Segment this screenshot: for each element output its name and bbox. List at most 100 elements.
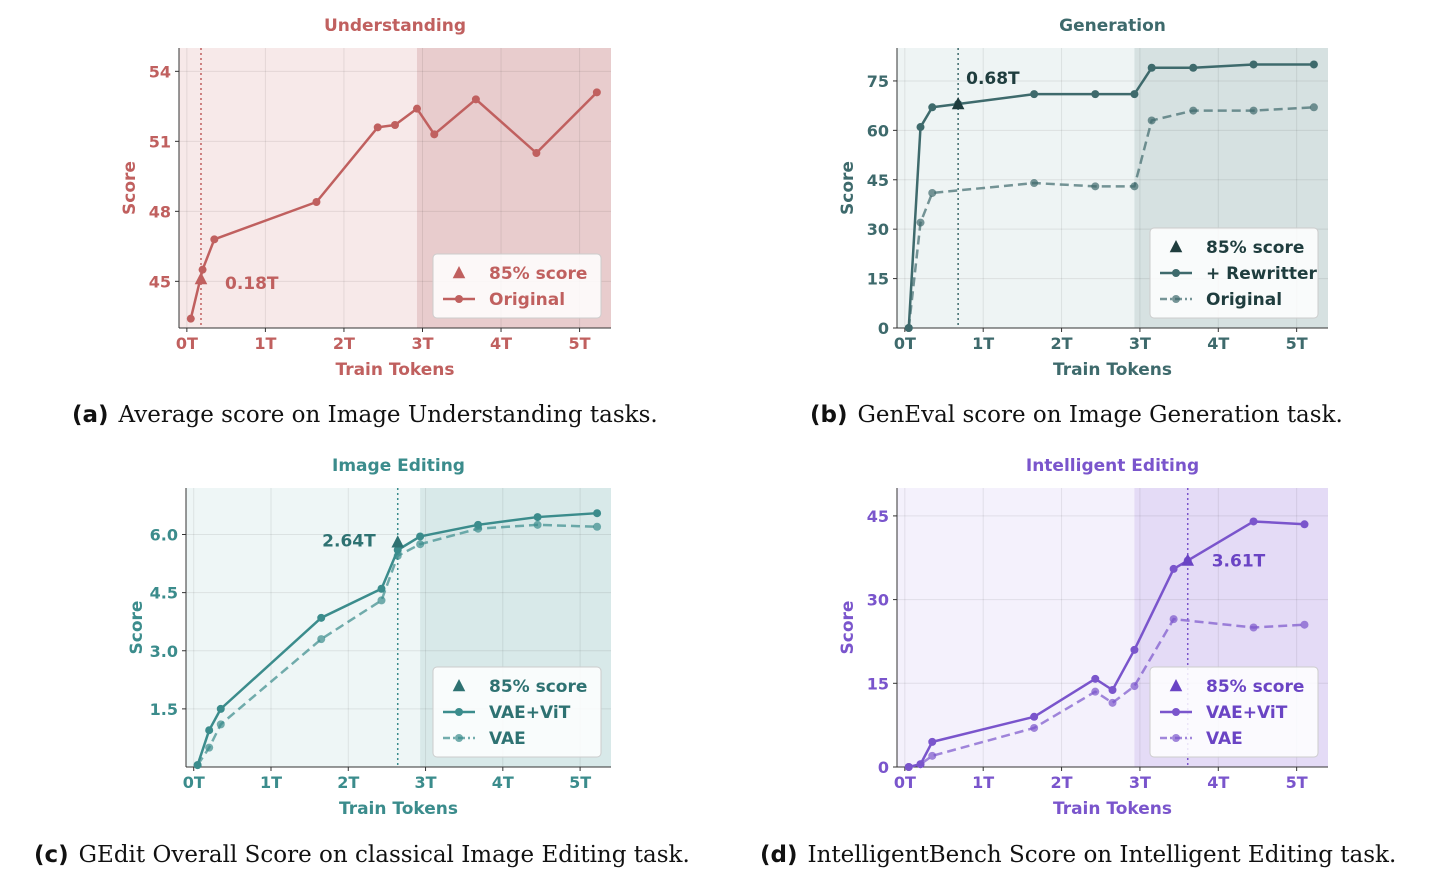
- chart-title: Understanding: [324, 16, 466, 36]
- legend-dot-icon: [1172, 708, 1180, 716]
- caption-d-label: (d): [760, 842, 798, 868]
- data-point: [928, 188, 937, 197]
- threshold-marker: [194, 272, 208, 285]
- threshold-label: 3.61T: [1212, 552, 1266, 572]
- x-tick-label: 4T: [1207, 773, 1229, 792]
- legend-label: + Rewritter: [1206, 264, 1317, 284]
- legend-dot-icon: [455, 295, 463, 303]
- data-point: [1091, 687, 1100, 696]
- legend: 85% score VAE+ViT VAE: [432, 666, 602, 758]
- y-tick-label: 30: [867, 220, 889, 239]
- legend: 85% score VAE+ViT VAE: [1149, 666, 1319, 758]
- data-point: [391, 121, 399, 129]
- x-tick-label: 3T: [1129, 334, 1151, 353]
- data-point: [416, 532, 425, 541]
- data-point: [317, 613, 326, 622]
- x-tick-label: 5T: [1286, 334, 1308, 353]
- y-tick-label: 75: [867, 72, 889, 91]
- data-point: [1309, 60, 1318, 69]
- y-tick-label: 0: [878, 758, 889, 777]
- legend-dot-icon: [455, 734, 463, 742]
- data-point: [1189, 63, 1198, 72]
- legend-box: [432, 253, 602, 319]
- y-tick-label: 45: [867, 171, 889, 190]
- data-point: [593, 522, 602, 531]
- x-tick-label: 2T: [1051, 773, 1073, 792]
- y-tick-label: 0: [878, 319, 889, 338]
- x-tick-label: 4T: [492, 773, 514, 792]
- caption-b-text: GenEval score on Image Generation task.: [857, 402, 1343, 428]
- data-point: [377, 584, 386, 593]
- legend-marker-icon: [1169, 240, 1183, 253]
- x-tick-label: 3T: [1129, 773, 1151, 792]
- x-tick-label: 5T: [1286, 773, 1308, 792]
- data-point: [474, 524, 483, 533]
- data-point: [205, 726, 214, 735]
- y-tick-label: 4.5: [150, 584, 178, 603]
- x-tick-label: 3T: [415, 773, 437, 792]
- y-tick-label: 3.0: [150, 642, 178, 661]
- data-point: [928, 103, 937, 112]
- y-tick-label: 45: [867, 507, 889, 526]
- data-point: [377, 596, 386, 605]
- data-point: [1130, 182, 1139, 191]
- chart-3: 0T 1T 2T 3T 4T 5T 1.5 3.0 4.5 6.0 Image Editing Tra…: [127, 456, 611, 819]
- caption-a: (a) Average score on Image Understanding …: [72, 402, 658, 428]
- y-tick-label: 30: [867, 591, 889, 610]
- data-point: [373, 123, 382, 132]
- legend-label: VAE+ViT: [1206, 703, 1288, 723]
- y-tick-label: 51: [149, 132, 171, 151]
- data-point: [1249, 623, 1258, 632]
- y-tick-label: 1.5: [150, 700, 178, 719]
- legend: 85% score Original: [432, 253, 602, 319]
- data-point: [216, 704, 225, 713]
- chart-2: 0T 1T 2T 3T 4T 5T 0 15 30 45 60 75 Generation Train T…: [838, 16, 1328, 380]
- data-point: [471, 95, 480, 104]
- x-tick-label: 2T: [337, 773, 359, 792]
- data-point: [592, 88, 601, 97]
- data-point: [1130, 682, 1139, 691]
- legend-dot-icon: [1172, 734, 1180, 742]
- data-point: [1189, 106, 1198, 115]
- x-axis-label: Train Tokens: [339, 799, 458, 819]
- y-tick-label: 60: [867, 121, 889, 140]
- legend-label: 85% score: [489, 264, 587, 284]
- x-axis-label: Train Tokens: [1053, 360, 1172, 380]
- x-axis-label: Train Tokens: [1053, 799, 1172, 819]
- legend-label: 85% score: [489, 677, 587, 697]
- y-tick-label: 15: [867, 270, 889, 289]
- legend-dot-icon: [455, 708, 463, 716]
- x-tick-label: 1T: [254, 334, 276, 353]
- data-point: [532, 149, 541, 157]
- x-tick-label: 0T: [894, 773, 916, 792]
- data-point: [198, 265, 207, 274]
- data-point: [916, 123, 925, 132]
- y-axis-label: Score: [838, 161, 858, 215]
- data-point: [1300, 620, 1309, 629]
- data-point: [1030, 712, 1039, 721]
- caption-a-text: Average score on Image Understanding tas…: [118, 402, 658, 428]
- x-tick-label: 0T: [176, 334, 198, 353]
- data-point: [393, 546, 402, 554]
- y-tick-label: 54: [149, 62, 171, 81]
- series-line-2: [907, 106, 1314, 329]
- data-point: [430, 130, 439, 139]
- data-point: [1130, 645, 1139, 654]
- data-point: [1249, 517, 1258, 526]
- data-point: [1091, 182, 1100, 191]
- data-point: [393, 551, 402, 560]
- data-point: [1108, 698, 1117, 707]
- caption-c-label: (c): [34, 842, 69, 868]
- data-point: [1309, 103, 1318, 112]
- legend-marker-icon: [1169, 679, 1183, 692]
- data-point: [210, 235, 219, 244]
- caption-b-label: (b): [810, 402, 848, 428]
- threshold-marker: [1181, 553, 1195, 566]
- legend-box: [1149, 666, 1319, 758]
- x-tick-label: 1T: [972, 773, 994, 792]
- legend-label: 85% score: [1206, 677, 1304, 697]
- data-point: [1030, 723, 1039, 732]
- x-tick-label: 5T: [569, 773, 591, 792]
- legend-label: Original: [489, 290, 565, 310]
- data-point: [904, 763, 913, 771]
